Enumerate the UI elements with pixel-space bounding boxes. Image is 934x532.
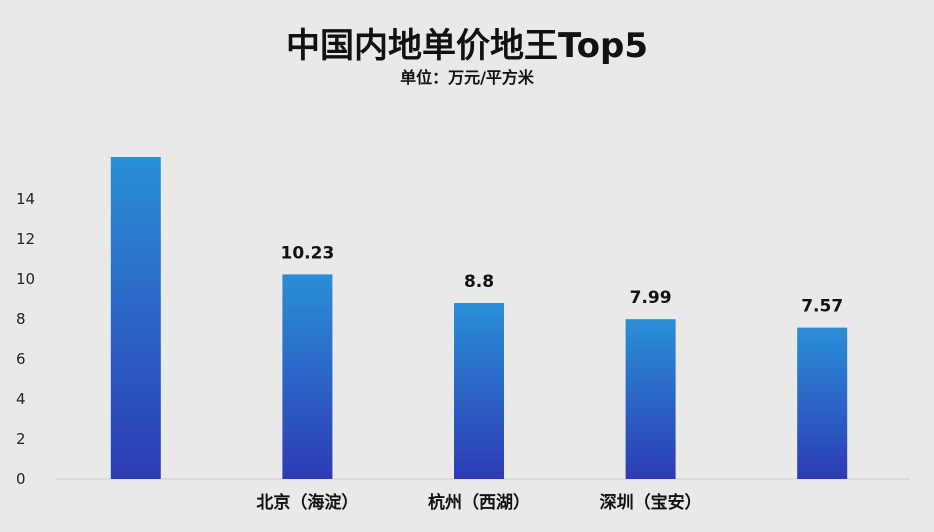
category-label: 北京（海淀）	[256, 492, 358, 513]
chart-title: 中国内地单价地王Top5	[285, 26, 649, 66]
chart-subtitle: 单位：万元/平方米	[400, 68, 534, 87]
y-tick-label: 10	[16, 270, 35, 288]
bar	[454, 303, 504, 479]
y-tick-label: 2	[16, 430, 26, 448]
data-label: 8.8	[464, 272, 494, 292]
data-label: 7.57	[801, 297, 843, 317]
y-tick-label: 14	[16, 190, 35, 208]
data-label: 7.99	[630, 288, 672, 308]
bar	[625, 319, 676, 479]
y-tick-label: 8	[16, 310, 26, 328]
category-label: 深圳（宝安）	[600, 492, 702, 513]
y-tick-label: 4	[16, 390, 26, 408]
data-label: 10.23	[281, 243, 335, 263]
bar	[797, 327, 848, 479]
y-tick-label: 6	[16, 350, 26, 368]
category-label: 杭州（西湖）	[428, 492, 530, 513]
y-tick-label: 0	[16, 470, 26, 488]
y-tick-label: 12	[16, 230, 35, 248]
bar	[282, 274, 333, 479]
bar	[110, 157, 161, 479]
